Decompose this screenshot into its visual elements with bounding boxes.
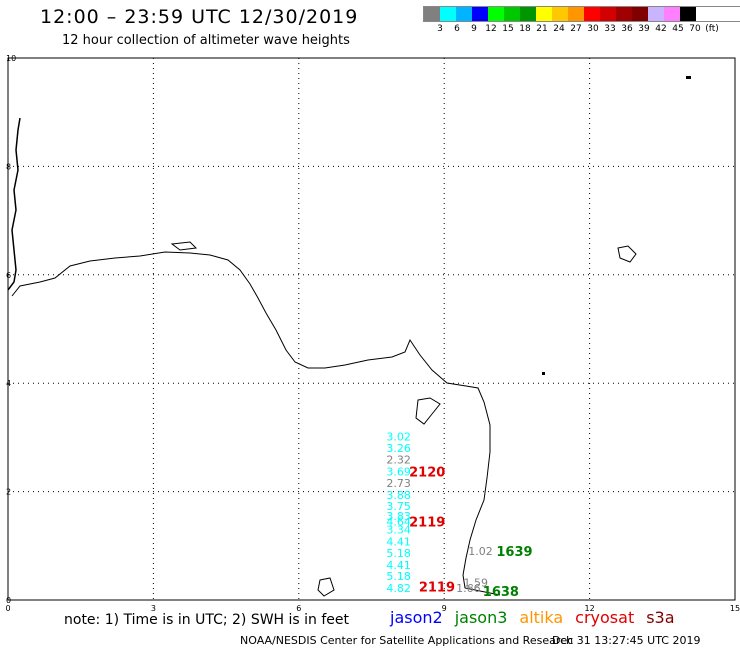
legend-tick-label: 33 — [604, 24, 616, 34]
island-marker — [542, 372, 545, 375]
satellite-key: jason2 jason3 altika cryosat s3a — [390, 608, 687, 627]
pass-label: 2119 — [419, 580, 455, 595]
wave-height-value: 4.41 — [386, 559, 411, 572]
legend-swatch — [472, 7, 488, 21]
wave-height-value: 4.64 — [386, 515, 411, 528]
wave-height-value: 4.82 — [386, 582, 411, 595]
x-tick-label: 0 — [5, 604, 10, 613]
legend-swatch — [520, 7, 536, 21]
island-outline — [170, 241, 198, 251]
legend-swatch — [584, 7, 600, 21]
pass-label: 1639 — [496, 545, 532, 560]
coastline-west — [7, 117, 21, 291]
pass-label: 1638 — [483, 585, 519, 600]
legend-tick-label: 45 — [672, 24, 684, 34]
footer-credit: NOAA/NESDIS Center for Satellite Applica… — [240, 634, 574, 647]
legend-tick-label: 18 — [519, 24, 531, 34]
legend-tick-label: 39 — [638, 24, 650, 34]
pass-label: 2120 — [409, 466, 445, 481]
wave-height-value: 5.18 — [386, 547, 411, 560]
y-tick-label: 6 — [6, 271, 11, 280]
pass-label: 2119 — [409, 515, 445, 530]
legend-tick-label: 30 — [587, 24, 599, 34]
legend-tick-label: 21 — [536, 24, 548, 34]
wave-height-value: 3.69 — [386, 466, 411, 479]
wave-height-value: 3.34 — [386, 524, 411, 537]
legend-tick-label: 27 — [570, 24, 582, 34]
satellite-name: altika — [519, 608, 564, 627]
wave-height-value: 1.02 — [468, 545, 493, 558]
wave-height-value: 4.41 — [386, 535, 411, 548]
x-tick-label: 9 — [442, 604, 447, 613]
legend-swatch — [648, 7, 664, 21]
legend-swatch — [440, 7, 456, 21]
wave-height-value: 3.75 — [386, 500, 411, 513]
wave-height-value: 1.66 — [456, 582, 481, 595]
legend-tick-label: 36 — [621, 24, 633, 34]
wave-height-value: 2.32 — [386, 454, 411, 467]
legend-labels: 3 6 9 12 15 18 21 24 27 30 33 36 39 42 45 70 (ft) — [423, 24, 740, 36]
legend-swatch — [568, 7, 584, 21]
wave-height-value: 3.02 — [386, 430, 411, 443]
map-title: 12:00 – 23:59 UTC 12/30/2019 — [40, 6, 359, 28]
y-tick-label: 0 — [6, 596, 11, 605]
y-tick-label: 2 — [6, 488, 11, 497]
legend-tick-label: 70 — [689, 24, 701, 34]
map-subtitle: 12 hour collection of altimeter wave hei… — [62, 33, 350, 48]
legend-tick-label: 6 — [454, 24, 460, 34]
island-outline — [415, 397, 441, 425]
footer-timestamp: Dec 31 13:27:45 UTC 2019 — [552, 634, 701, 647]
coastline — [11, 251, 501, 596]
footer-note: note: 1) Time is in UTC; 2) SWH is in fe… — [64, 612, 350, 628]
legend-swatch — [600, 7, 616, 21]
satellite-name: jason3 — [454, 608, 508, 627]
satellite-name: cryosat — [575, 608, 635, 627]
wave-height-value: 3.88 — [386, 489, 411, 502]
legend-unit: (ft) — [705, 24, 719, 34]
x-tick-label: 12 — [585, 604, 595, 613]
legend-tick-label: 42 — [655, 24, 667, 34]
x-tick-label: 15 — [730, 604, 740, 613]
wave-height-value: 3.83 — [386, 510, 411, 523]
wave-height-value: 5.18 — [386, 570, 411, 583]
legend-tick-label: 9 — [471, 24, 477, 34]
island-marker — [686, 76, 691, 79]
wave-height-value: 1.59 — [463, 577, 488, 590]
legend-swatch — [488, 7, 504, 21]
legend-swatch — [504, 7, 520, 21]
legend-swatch — [632, 7, 648, 21]
y-tick-label: 4 — [6, 379, 11, 388]
island-outline — [317, 577, 335, 597]
legend-tick-label: 24 — [553, 24, 565, 34]
legend-color-bar — [423, 6, 740, 22]
legend-tick-label: 3 — [437, 24, 443, 34]
map-frame — [7, 57, 736, 601]
legend-swatch — [424, 7, 440, 21]
x-tick-label: 3 — [151, 604, 156, 613]
legend-swatch — [616, 7, 632, 21]
x-tick-label: 6 — [296, 604, 301, 613]
legend-swatch — [680, 7, 696, 21]
legend-tick-label: 15 — [502, 24, 514, 34]
satellite-name: jason2 — [390, 608, 443, 627]
legend-tick-label: 12 — [485, 24, 497, 34]
wave-height-value: 3.26 — [386, 442, 411, 455]
y-tick-label: 10 — [6, 54, 16, 63]
legend-swatch — [536, 7, 552, 21]
legend-swatch — [664, 7, 680, 21]
legend-swatch — [456, 7, 472, 21]
legend-swatch — [552, 7, 568, 21]
satellite-name: s3a — [646, 608, 675, 627]
wave-height-value: 2.73 — [386, 477, 411, 490]
wave-height-legend: 3 6 9 12 15 18 21 24 27 30 33 36 39 42 45 70 (ft) — [423, 6, 740, 36]
y-tick-label: 8 — [6, 162, 11, 171]
island-outline — [617, 245, 637, 263]
